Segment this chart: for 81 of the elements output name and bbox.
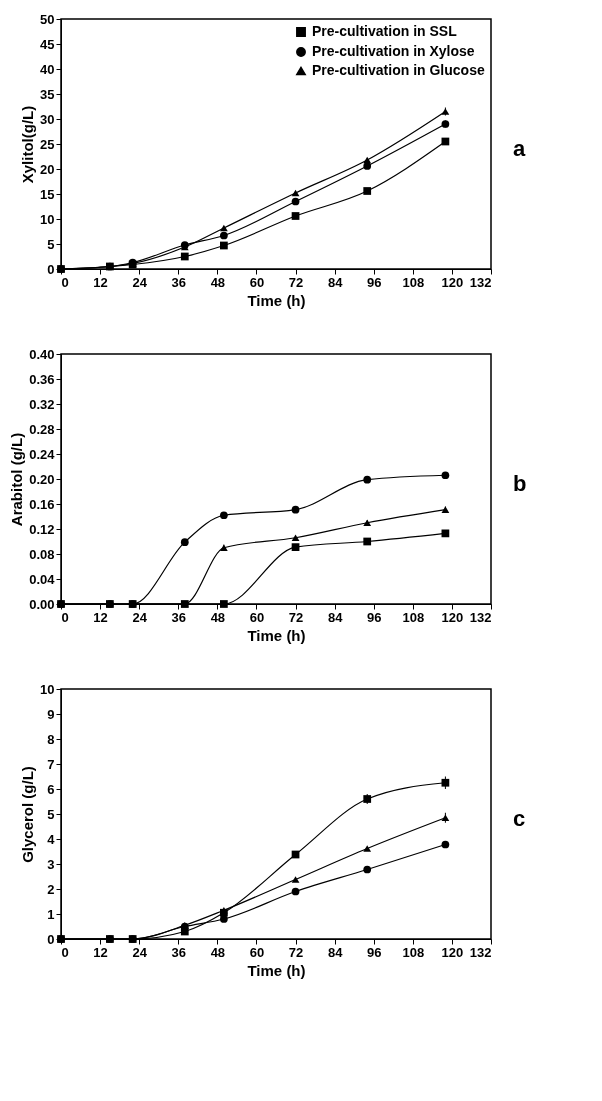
- x-tick-label: 108: [402, 274, 425, 290]
- x-axis-title: Time (h): [247, 626, 306, 644]
- legend-label: Pre-cultivation in Xylose: [312, 43, 475, 59]
- y-tick-label: 7: [47, 756, 55, 772]
- y-tick-label: 20: [40, 161, 55, 177]
- x-tick-label: 48: [210, 944, 226, 960]
- y-tick-label: 8: [47, 731, 55, 747]
- y-tick-label: 30: [40, 111, 55, 127]
- x-tick-label: 60: [249, 274, 265, 290]
- legend-label: Pre-cultivation in SSL: [312, 23, 458, 39]
- x-tick-label: 12: [93, 609, 108, 625]
- y-tick-label: 40: [40, 61, 55, 77]
- x-tick-label: 96: [366, 944, 382, 960]
- x-tick-label: 0: [61, 609, 69, 625]
- y-tick-label: 5: [47, 236, 55, 252]
- x-tick-label: 60: [249, 944, 265, 960]
- y-axis-title: Xylitol(g/L): [19, 105, 37, 184]
- y-tick-label: 0: [47, 931, 55, 947]
- x-tick-label: 24: [132, 944, 148, 960]
- y-tick-label: 0.20: [29, 471, 55, 487]
- x-tick-label: 120: [441, 944, 464, 960]
- y-tick-label: 2: [47, 881, 55, 897]
- x-tick-label: 108: [402, 944, 425, 960]
- x-tick-label: 96: [366, 274, 382, 290]
- x-tick-label: 12: [93, 274, 108, 290]
- x-axis-title: Time (h): [247, 961, 306, 979]
- y-tick-label: 45: [40, 36, 55, 52]
- x-tick-label: 108: [402, 609, 425, 625]
- x-tick-label: 48: [210, 274, 226, 290]
- text: c: [513, 806, 526, 831]
- y-tick-label: 0.24: [29, 446, 56, 462]
- y-tick-label: 0.32: [29, 396, 55, 412]
- x-tick-label: 120: [441, 609, 464, 625]
- y-tick-label: 25: [40, 136, 55, 152]
- y-tick-label: 50: [40, 11, 55, 27]
- y-tick-label: 4: [47, 831, 56, 847]
- x-tick-label: 36: [171, 609, 187, 625]
- y-tick-label: 9: [47, 706, 55, 722]
- x-tick-label: 84: [327, 274, 344, 290]
- y-tick-label: 0.12: [29, 521, 55, 537]
- x-tick-label: 84: [327, 944, 344, 960]
- x-tick-label: 0: [61, 274, 69, 290]
- text: a: [513, 136, 526, 161]
- x-tick-label: 84: [327, 609, 344, 625]
- y-tick-label: 0.04: [29, 571, 56, 587]
- y-tick-label: 6: [47, 781, 55, 797]
- y-axis-title: Arabitol (g/L): [8, 432, 26, 527]
- x-tick-label: 132: [469, 609, 492, 625]
- x-axis-title: Time (h): [247, 291, 306, 309]
- y-axis-title: Glycerol (g/L): [19, 766, 37, 863]
- y-tick-label: 0.36: [29, 371, 55, 387]
- y-tick-label: 0.40: [29, 346, 55, 362]
- y-tick-label: 10: [40, 211, 55, 227]
- x-tick-label: 36: [171, 274, 187, 290]
- x-tick-label: 72: [288, 609, 304, 625]
- x-tick-label: 12: [93, 944, 108, 960]
- x-tick-label: 120: [441, 274, 464, 290]
- y-tick-label: 0.16: [29, 496, 55, 512]
- x-tick-label: 132: [469, 944, 492, 960]
- x-tick-label: 0: [61, 944, 69, 960]
- x-tick-label: 36: [171, 944, 187, 960]
- x-tick-label: 72: [288, 274, 304, 290]
- y-tick-label: 3: [47, 856, 55, 872]
- x-tick-label: 24: [132, 274, 148, 290]
- x-tick-label: 60: [249, 609, 265, 625]
- y-tick-label: 1: [47, 906, 55, 922]
- y-tick-label: 0: [47, 261, 55, 277]
- x-tick-label: 132: [469, 274, 492, 290]
- y-tick-label: 5: [47, 806, 55, 822]
- text: b: [513, 471, 527, 496]
- x-tick-label: 96: [366, 609, 382, 625]
- y-tick-label: 0.28: [29, 421, 55, 437]
- y-tick-label: 0.00: [29, 596, 55, 612]
- legend-label: Pre-cultivation in Glucose: [312, 62, 485, 78]
- x-tick-label: 48: [210, 609, 226, 625]
- x-tick-label: 72: [288, 944, 304, 960]
- y-tick-label: 0.08: [29, 546, 55, 562]
- y-tick-label: 10: [40, 681, 55, 697]
- y-tick-label: 35: [40, 86, 55, 102]
- x-tick-label: 24: [132, 609, 148, 625]
- y-tick-label: 15: [40, 186, 55, 202]
